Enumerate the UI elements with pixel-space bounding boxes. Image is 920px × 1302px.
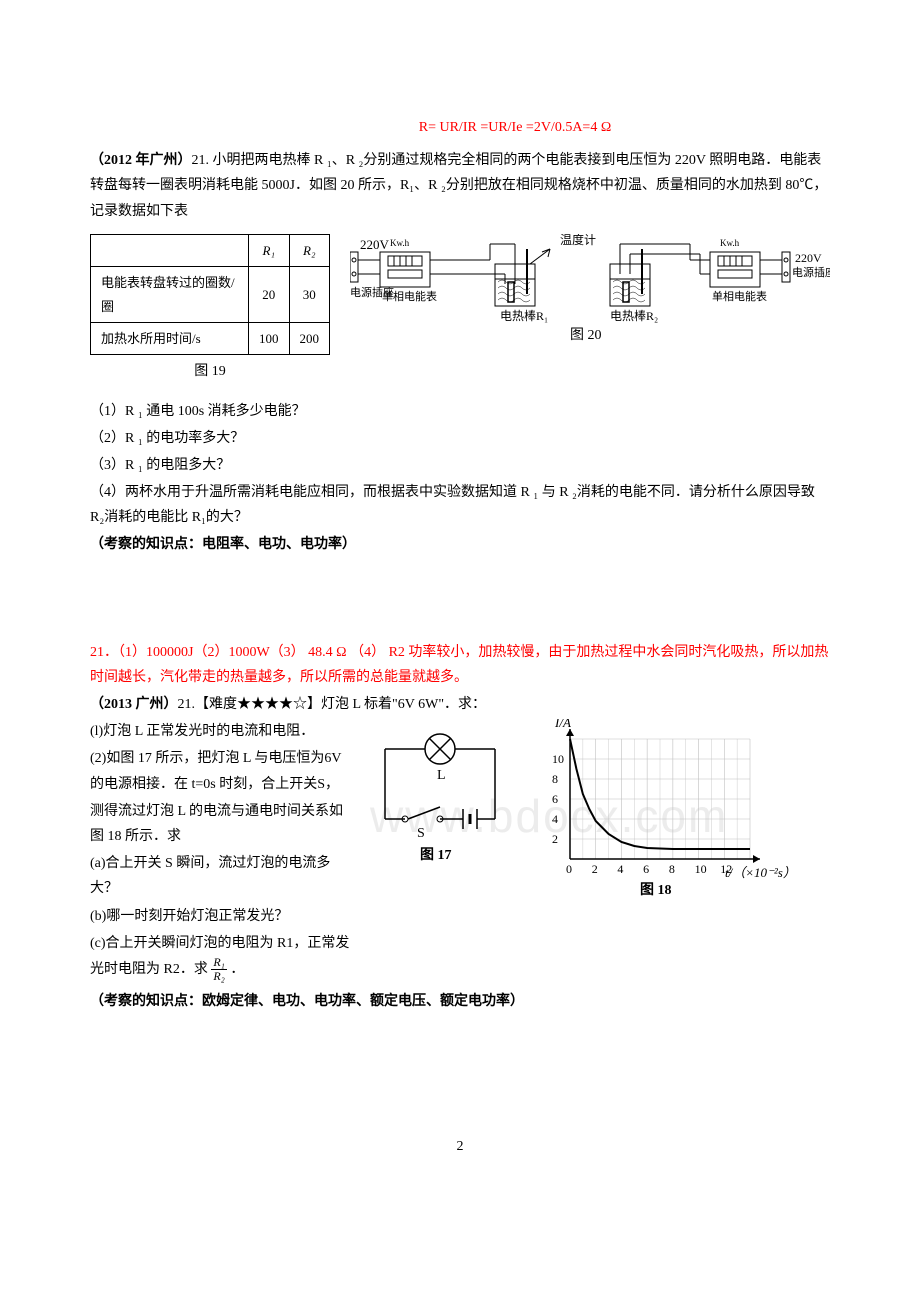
svg-text:2: 2 <box>552 832 558 846</box>
svg-text:4: 4 <box>617 862 623 876</box>
svg-text:8: 8 <box>552 772 558 786</box>
q2012-sub3: （3）R ₁ 的电阻多大？ <box>90 453 830 478</box>
chart-fig18: I/A t/（×10⁻²s） 0 2 4 6 8 10 12 2 4 6 8 10 图 18 <box>535 719 795 908</box>
svg-text:电源插座: 电源插座 <box>792 265 830 279</box>
svg-text:4: 4 <box>552 812 558 826</box>
answer2012: 21．（1）100000J（2）1000W（3） 48.4 Ω （4） R2 功… <box>90 640 830 690</box>
table-header-r2: R₂ <box>289 234 330 266</box>
table-row: 电能表转盘转过的圈数/圈 20 30 <box>91 267 330 323</box>
svg-text:图 18: 图 18 <box>640 882 672 898</box>
table-header-r1: R₁ <box>249 234 290 266</box>
q2012-knowledge: （考察的知识点：电阻率、电功、电功率） <box>90 532 830 557</box>
circuit-diagram-20: 220V 电源插座 Kw.h 单相电能表 <box>350 234 830 363</box>
table-cell: 100 <box>249 322 290 354</box>
table-cell: 电能表转盘转过的圈数/圈 <box>91 267 249 323</box>
q2013-heading-body: 灯泡 L 标着"6V 6W"．求： <box>321 697 486 712</box>
q2013-subc-suffix: ． <box>227 962 245 977</box>
label-meter-left: 单相电能表 <box>382 289 437 303</box>
q2012-sub1: （1）R ₁ 通电 100s 消耗多少电能？ <box>90 399 830 424</box>
q2013-sub2b: 测得流过灯泡 L 的电流与通电时间关系如图 18 所示．求 <box>90 799 350 849</box>
formula-text: R= UR/IR =UR/Ie =2V/0.5A=4 Ω <box>200 115 830 140</box>
svg-text:220V: 220V <box>795 251 822 265</box>
label-rod2: 电热棒R₂ <box>610 309 658 323</box>
svg-text:10: 10 <box>552 752 564 766</box>
svg-text:0: 0 <box>566 862 572 876</box>
label-thermometer: 温度计 <box>560 234 596 247</box>
svg-text:6: 6 <box>552 792 558 806</box>
svg-text:图 17: 图 17 <box>420 847 452 863</box>
svg-text:Kw.h: Kw.h <box>720 238 740 248</box>
q2012-table: R₁ R₂ 电能表转盘转过的圈数/圈 20 30 加热水所用时间/s 100 2… <box>90 234 330 356</box>
table-cell: 30 <box>289 267 330 323</box>
svg-text:8: 8 <box>669 862 675 876</box>
fraction-icon: R₁R₂ <box>211 956 227 983</box>
q2013-subb: (b)哪一时刻开始灯泡正常发光？ <box>90 904 350 929</box>
q2013-knowledge: （考察的知识点：欧姆定律、电功、电功率、额定电压、额定电功率） <box>90 989 830 1014</box>
table-cell: 加热水所用时间/s <box>91 322 249 354</box>
q2012-heading-prefix: （2012 年广州） <box>90 153 192 168</box>
svg-text:I/A: I/A <box>554 719 571 730</box>
svg-text:t/（×10⁻²s）: t/（×10⁻²s） <box>725 865 795 880</box>
diagram20-caption: 图 20 <box>570 328 602 343</box>
table-header-blank <box>91 234 249 266</box>
svg-text:2: 2 <box>592 862 598 876</box>
svg-text:S: S <box>417 826 425 841</box>
label-220v-left: 220V <box>360 237 390 252</box>
svg-text:10: 10 <box>695 862 707 876</box>
q2012-sub2: （2）R ₁ 的电功率多大？ <box>90 426 830 451</box>
table-row: 加热水所用时间/s 100 200 <box>91 322 330 354</box>
q2012-num: 21. <box>192 153 210 168</box>
page-number: 2 <box>90 1134 830 1159</box>
svg-text:Kw.h: Kw.h <box>390 238 410 248</box>
table-row: R₁ R₂ <box>91 234 330 266</box>
table-cell: 200 <box>289 322 330 354</box>
svg-text:L: L <box>437 768 446 783</box>
q2013-num: 21. <box>178 697 196 712</box>
q2013-difficulty: 【难度★★★★☆】 <box>195 697 321 712</box>
q2013-sub1: (l)灯泡 L 正常发光时的电流和电阻． <box>90 719 350 744</box>
label-meter-right: 单相电能表 <box>712 289 767 303</box>
table-cell: 20 <box>249 267 290 323</box>
table-caption: 图 19 <box>90 359 330 384</box>
q2013-sub2: (2)如图 17 所示，把灯泡 L 与电压恒为6V 的电源相接．在 t=0s 时… <box>90 746 350 796</box>
label-rod1: 电热棒R₁ <box>500 309 548 323</box>
svg-text:6: 6 <box>643 862 649 876</box>
q2013-heading-prefix: （2013 广州） <box>90 697 178 712</box>
q2013-suba: (a)合上开关 S 瞬间，流过灯泡的电流多大？ <box>90 851 350 901</box>
svg-text:12: 12 <box>720 862 732 876</box>
q2012-sub4: （4）两杯水用于升温所需消耗电能应相同，而根据表中实验数据知道 R ₁ 与 R … <box>90 480 830 530</box>
circuit-diagram-17: L S 图 17 <box>365 719 515 878</box>
